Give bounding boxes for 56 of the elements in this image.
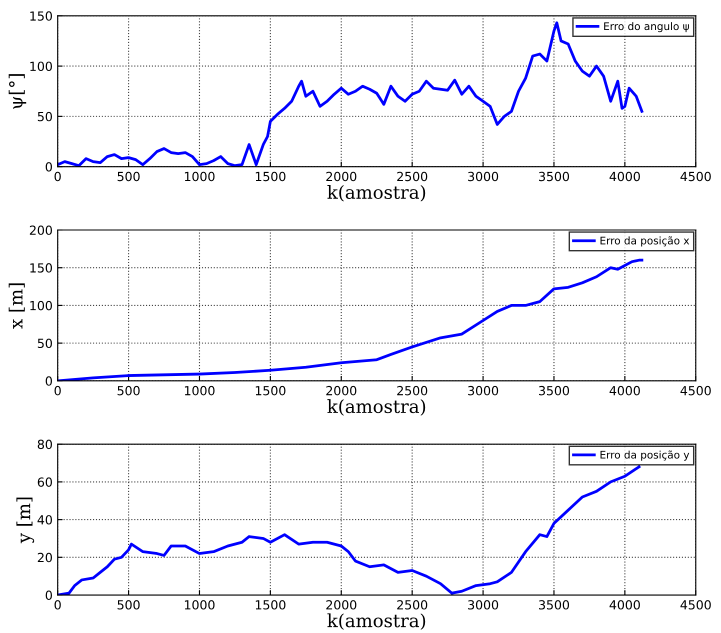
legend-label: Erro da posição x (600, 236, 690, 247)
y-tick-label: 150 (30, 11, 52, 21)
line-series (58, 258, 644, 381)
y-tick-label: 150 (30, 263, 52, 273)
x-tick-label: 4500 (680, 386, 711, 396)
y-tick-label: 0 (46, 162, 52, 172)
x-tick-label: 0 (54, 386, 61, 396)
y-tick-label: 100 (30, 300, 52, 310)
y-tick-label: 20 (38, 552, 52, 562)
x-tick-label: 4000 (610, 600, 640, 610)
legend-label: Erro da posição y (600, 450, 690, 461)
y-tick-label: 0 (46, 590, 52, 600)
x-tick-label: 1500 (256, 600, 286, 610)
x-tick-label: 1000 (184, 386, 215, 396)
x-tick-label: 2500 (397, 386, 428, 396)
x-tick-label: 3500 (539, 172, 570, 182)
x-tick-label: 3000 (468, 600, 498, 610)
x-tick-label: 4000 (610, 172, 640, 182)
x-axis-title: k(amostra) (327, 613, 426, 630)
y-axis-title: y [m] (16, 498, 34, 544)
x-tick-label: 500 (118, 600, 140, 610)
x-tick-label: 0 (54, 172, 61, 182)
x-tick-label: 2000 (326, 386, 356, 396)
x-tick-label: 4500 (680, 172, 711, 182)
y-tick-label: 60 (38, 477, 52, 487)
x-axis-title: k(amostra) (327, 185, 426, 202)
x-tick-label: 2000 (326, 600, 356, 610)
y-tick-label: 200 (30, 225, 52, 235)
line-series (58, 21, 644, 167)
x-tick-label: 2500 (397, 172, 428, 182)
x-tick-label: 500 (118, 386, 140, 396)
x-tick-label: 4500 (680, 600, 711, 610)
y-tick-label: 50 (38, 112, 52, 122)
x-tick-label: 4000 (610, 386, 640, 396)
legend-label: Erro do angulo ψ (604, 22, 689, 32)
y-tick-label: 80 (38, 440, 52, 450)
x-axis-title: k(amostra) (327, 399, 426, 416)
x-tick-label: 2500 (397, 600, 428, 610)
line-series (58, 465, 640, 596)
x-tick-label: 0 (54, 600, 61, 610)
x-tick-label: 1500 (256, 172, 286, 182)
x-tick-label: 1000 (184, 600, 215, 610)
y-tick-label: 50 (38, 338, 52, 348)
x-tick-label: 1500 (256, 386, 286, 396)
x-tick-label: 3500 (539, 386, 570, 396)
y-axis-title: ψ[°] (8, 74, 26, 109)
y-tick-label: 100 (30, 62, 52, 72)
x-tick-label: 500 (118, 172, 140, 182)
y-axis-title: x [m] (8, 283, 25, 329)
y-tick-label: 40 (38, 515, 52, 525)
x-tick-label: 3000 (468, 386, 498, 396)
y-tick-label: 0 (46, 376, 52, 386)
x-tick-label: 2000 (326, 172, 356, 182)
x-tick-label: 3000 (468, 172, 498, 182)
x-tick-label: 3500 (539, 600, 570, 610)
x-tick-label: 1000 (184, 172, 215, 182)
